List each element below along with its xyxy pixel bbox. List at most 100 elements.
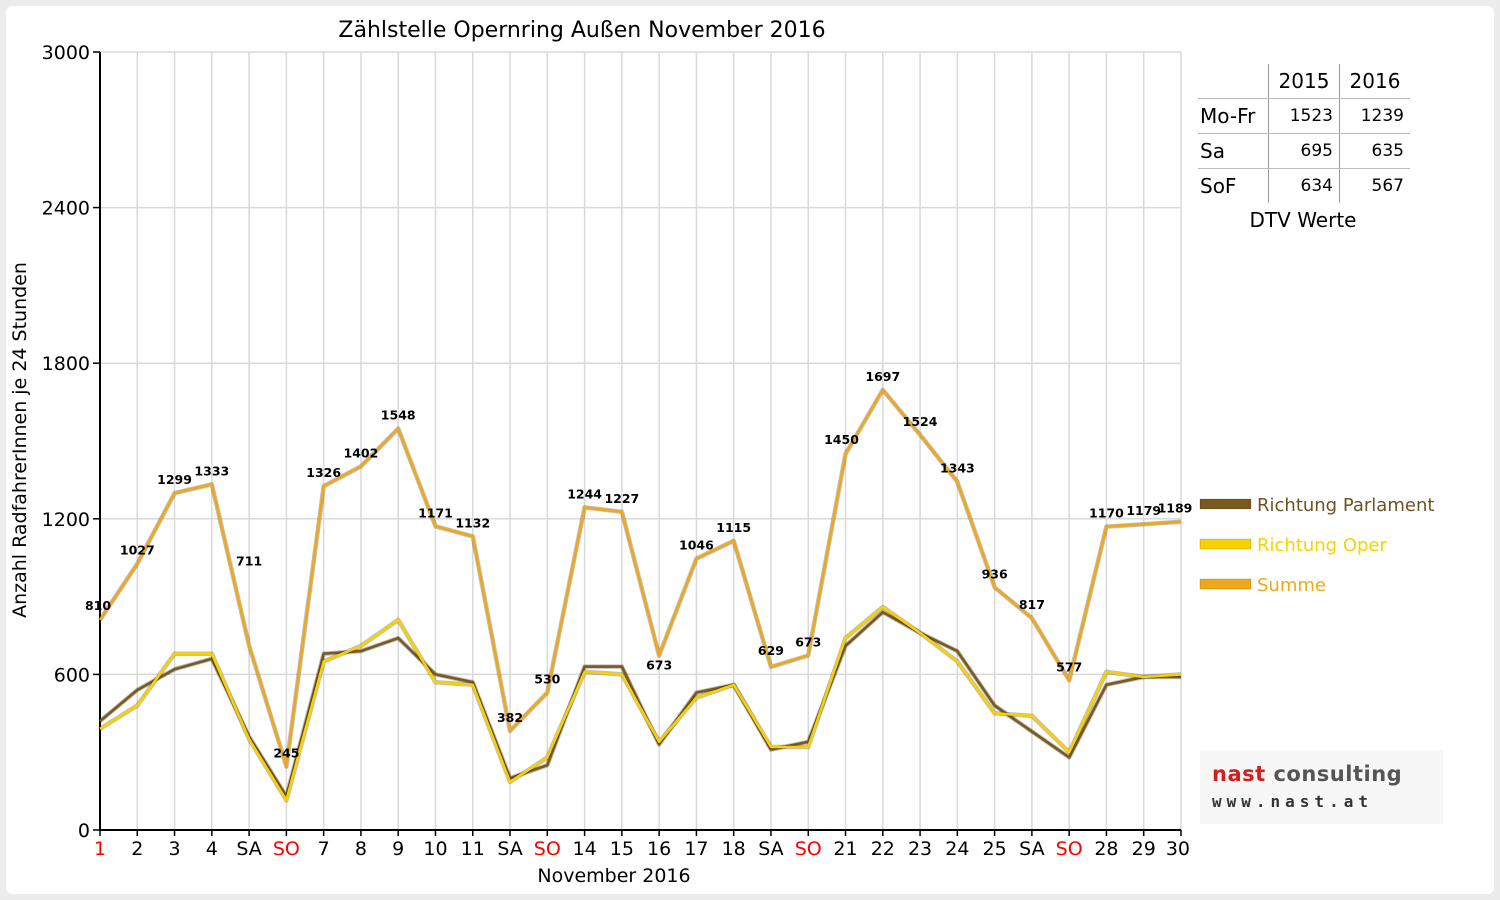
series-line-1: [99, 605, 1182, 802]
y-tick-label: 1200: [42, 509, 90, 531]
data-label: 1189: [1158, 501, 1193, 516]
data-label: 673: [646, 657, 672, 672]
logo-name: nast consulting: [1212, 762, 1402, 786]
data-label: 1115: [716, 520, 751, 535]
x-tick-label: SO: [273, 838, 300, 860]
x-tick-label: 28: [1094, 838, 1118, 860]
dtv-row-mofr: Mo-Fr 1523 1239: [1198, 98, 1410, 134]
dtv-row-sof: SoF 634 567: [1198, 168, 1410, 203]
dtv-row-label: Sa: [1198, 133, 1269, 169]
x-tick-label: 18: [722, 838, 746, 860]
y-tick-labels: 0 600 1200 1800 2400 3000: [42, 42, 90, 842]
data-label: 530: [534, 672, 560, 687]
y-tick-label: 3000: [42, 42, 90, 64]
y-tick-label: 1800: [42, 353, 90, 375]
dtv-row-sa: Sa 695 635: [1198, 133, 1410, 169]
data-label: 1027: [120, 543, 155, 558]
x-tick-label: 17: [684, 838, 708, 860]
x-tick-label: SA: [1019, 838, 1044, 860]
data-label: 711: [236, 554, 262, 569]
x-tick-label: SA: [758, 838, 783, 860]
data-label: 577: [1056, 659, 1082, 674]
dtv-row-label: SoF: [1200, 174, 1237, 198]
logo-name-part1: nast: [1212, 762, 1266, 786]
grid-lines: [100, 51, 1182, 830]
data-label: 817: [1019, 597, 1045, 612]
data-label: 1244: [567, 486, 602, 501]
axes: [93, 51, 1182, 836]
series-line-shadow: [98, 604, 1182, 803]
data-label: 245: [273, 745, 299, 760]
x-tick-label: 16: [647, 838, 671, 860]
x-tick-label: 3: [169, 838, 181, 860]
x-axis-label: November 2016: [537, 865, 690, 887]
dtv-value: 695: [1268, 133, 1340, 169]
dtv-value: 1239: [1339, 98, 1410, 134]
logo-name-part2: consulting: [1273, 762, 1403, 786]
data-label: 810: [85, 598, 111, 613]
data-label: 1450: [824, 432, 859, 447]
data-label: 1299: [157, 472, 192, 487]
data-label: 1524: [903, 414, 938, 429]
x-tick-label: 15: [610, 838, 634, 860]
data-label: 1402: [344, 445, 379, 460]
dtv-row-label: Mo-Fr: [1198, 98, 1269, 134]
legend-swatch: [1199, 578, 1252, 590]
dtv-value: 1523: [1268, 98, 1340, 134]
series-lines: [98, 387, 1182, 803]
data-label: 1046: [679, 538, 714, 553]
data-label: 1333: [194, 463, 229, 478]
x-tick-label: SA: [497, 838, 522, 860]
data-label: 382: [497, 710, 523, 725]
legend-swatch: [1199, 538, 1252, 550]
dtv-header-row: 2015 2016: [1198, 64, 1410, 99]
dtv-col-2015: 2015: [1268, 64, 1340, 99]
logo-url: www.nast.at: [1212, 792, 1373, 811]
data-label: 1171: [418, 505, 453, 520]
x-tick-label: 21: [833, 838, 857, 860]
legend-swatch: [1199, 498, 1252, 510]
x-tick-label: 10: [423, 838, 447, 860]
legend-label: Summe: [1257, 575, 1326, 596]
data-label: 1697: [865, 369, 900, 384]
data-label: 629: [758, 643, 784, 658]
x-tick-label: 30: [1166, 838, 1190, 860]
x-tick-label: SO: [1056, 838, 1083, 860]
dtv-table: 2015 2016 Mo-Fr 1523 1239 Sa 695 635 SoF…: [1198, 64, 1410, 203]
dtv-corner: [1198, 64, 1269, 99]
x-tick-label: 25: [983, 838, 1007, 860]
y-tick-label: 2400: [42, 198, 90, 220]
x-tick-label: 11: [461, 838, 485, 860]
x-tick-label: 22: [871, 838, 895, 860]
x-tick-label: SO: [795, 838, 822, 860]
data-label: 673: [795, 634, 821, 649]
x-tick-label: 7: [318, 838, 330, 860]
data-label: 1170: [1089, 506, 1124, 521]
chart-title: Zählstelle Opernring Außen November 2016: [338, 18, 825, 43]
y-tick-label: 0: [78, 820, 90, 842]
dtv-caption: DTV Werte: [1249, 208, 1357, 232]
dtv-value: 634: [1268, 168, 1340, 203]
dtv-col-2016: 2016: [1339, 64, 1410, 99]
x-tick-label: SA: [236, 838, 261, 860]
series-line-2: [98, 388, 1182, 768]
x-tick-label: 4: [206, 838, 218, 860]
x-tick-label: SO: [534, 838, 561, 860]
x-tick-label: 1: [94, 838, 106, 860]
x-tick-label: 14: [572, 838, 596, 860]
y-axis-label: Anzahl RadfahrerInnen je 24 Stunden: [9, 262, 31, 618]
dtv-value: 635: [1339, 133, 1410, 169]
dtv-value: 567: [1339, 168, 1410, 203]
legend-label: Richtung Oper: [1257, 535, 1388, 556]
nast-consulting-logo: nast consulting www.nast.at: [1200, 750, 1443, 824]
data-label: 1326: [306, 465, 341, 480]
data-label: 936: [982, 566, 1008, 581]
x-tick-label: 24: [945, 838, 969, 860]
data-label: 1179: [1126, 503, 1161, 518]
data-label: 1227: [604, 491, 639, 506]
x-tick-label: 29: [1132, 838, 1156, 860]
data-label: 1343: [940, 461, 975, 476]
x-tick-label: 8: [355, 838, 367, 860]
